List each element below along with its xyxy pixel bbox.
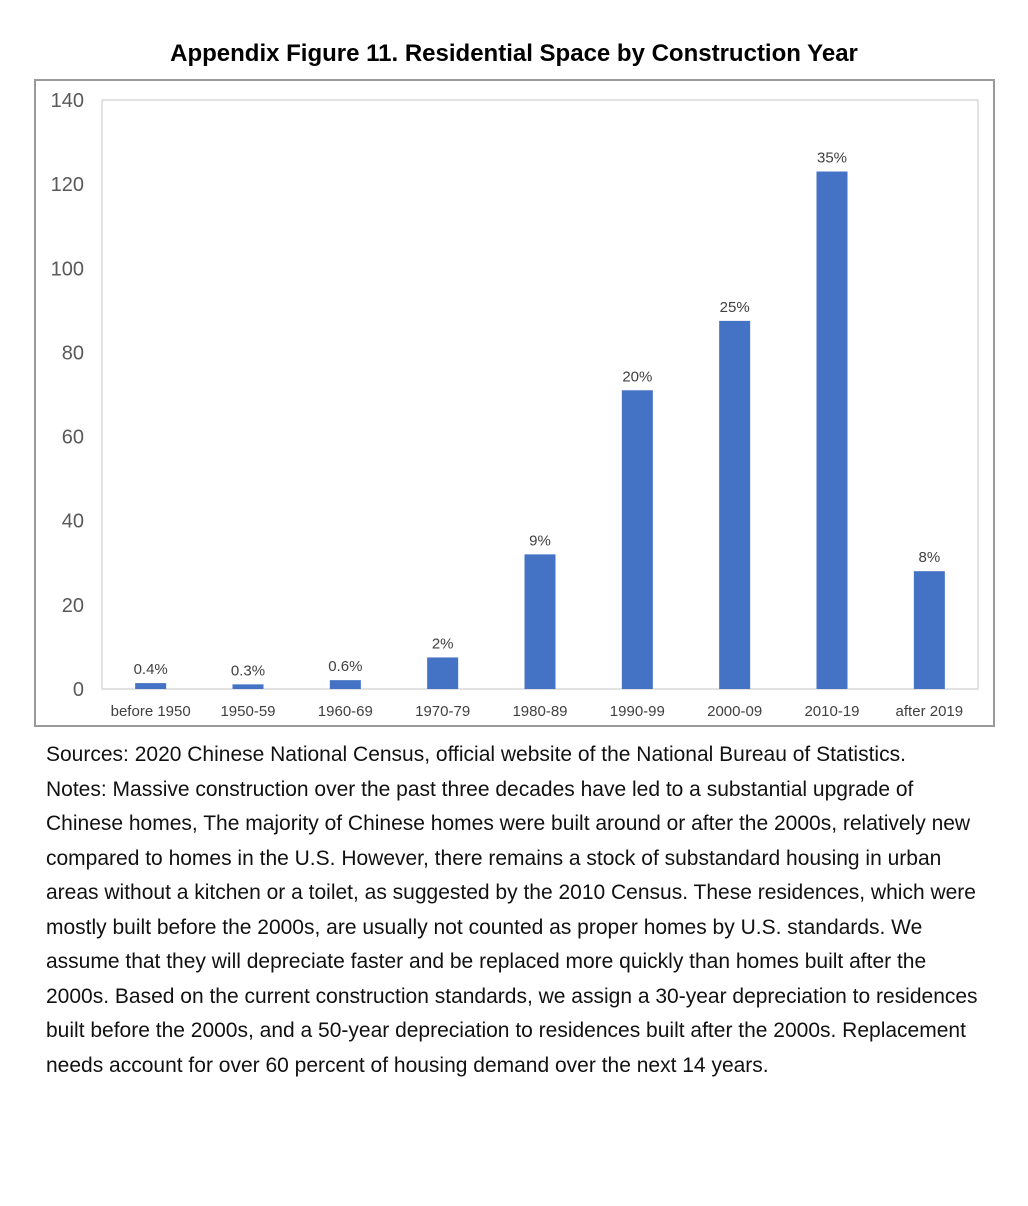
x-tick-label: 1980-89 [512,703,567,720]
y-tick-label: 120 [51,174,84,196]
y-tick-label: 40 [62,511,84,533]
bar-data-label: 0.3% [231,662,265,679]
bar [719,320,751,689]
x-tick-label: 1950-59 [220,703,275,720]
chart-title: Appendix Figure 11. Residential Space by… [170,40,858,67]
bar-data-label: 0.6% [328,658,362,675]
y-tick-label: 140 [51,90,84,112]
y-tick-label: 20 [62,595,84,617]
bar [621,390,653,689]
x-tick-label: 1990-99 [610,703,665,720]
bar [427,657,459,689]
y-tick-label: 0 [73,679,84,701]
bar-data-label: 2% [432,635,454,652]
y-tick-label: 60 [62,427,84,449]
bar-data-label: 8% [918,549,940,566]
notes-text: Notes: Massive construction over the pas… [46,777,978,1077]
bar [524,554,556,689]
bar-data-label: 20% [622,368,652,385]
bar [232,684,264,689]
data-labels: 0.4% 0.3% 0.6% 2% 9% 20% 25% 35% 8% [134,150,941,680]
bar [913,571,945,689]
x-tick-label: 1960-69 [318,703,373,720]
bar-data-label: 35% [817,150,847,167]
x-tick-label: 2000-09 [707,703,762,720]
x-tick-label: 2010-19 [804,703,859,720]
x-tick-label: after 2019 [896,703,964,720]
bars [135,171,945,689]
bar [329,680,361,689]
bar-data-label: 25% [720,299,750,316]
y-tick-label: 100 [51,258,84,280]
bar-chart: 0 20 40 60 80 100 120 140 0.4% 0.3% 0.6% 2% 9% 20% 25… [51,90,979,720]
x-tick-label: before 1950 [111,703,191,720]
figure-caption: Sources: 2020 Chinese National Census, o… [46,738,986,1083]
y-tick-label: 80 [62,342,84,364]
chart-frame [34,79,995,727]
bar-data-label: 9% [529,532,551,549]
sources-text: Sources: 2020 Chinese National Census, o… [46,743,906,766]
bar-data-label: 0.4% [134,661,168,678]
x-axis: before 1950 1950-59 1960-69 1970-79 1980-89 1… [111,703,963,720]
bar [816,171,848,689]
y-axis: 0 20 40 60 80 100 120 140 [51,90,84,701]
x-tick-label: 1970-79 [415,703,470,720]
bar [135,683,167,689]
